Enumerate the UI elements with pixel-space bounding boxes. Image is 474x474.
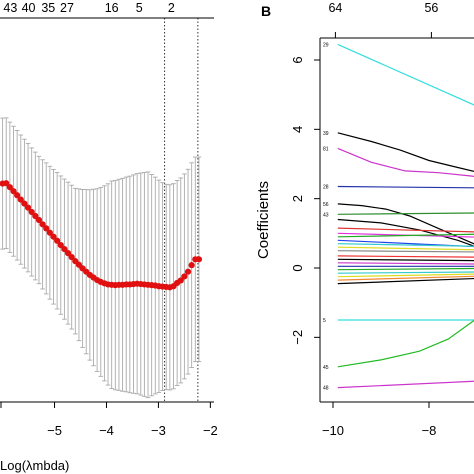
coefficient-path (337, 227, 474, 233)
top-axis-tick-label: 27 (60, 1, 74, 15)
panel-a-x-axis-ticks: −5 −4 −3 −2 (0, 402, 218, 438)
cv-point (61, 246, 68, 253)
x-axis-tick-label: −8 (422, 423, 437, 438)
coefficient-path (337, 203, 474, 245)
cv-point (32, 212, 39, 220)
coefficient-path (337, 212, 474, 215)
cv-point (68, 254, 75, 261)
cv-point (14, 192, 21, 199)
y-axis-tick-label: 6 (290, 56, 305, 63)
cv-point (3, 180, 10, 187)
cv-point (46, 229, 53, 236)
coefficient-path (337, 319, 474, 368)
cv-point (6, 184, 13, 191)
cv-point (57, 242, 64, 249)
top-axis-tick-label: 64 (328, 1, 342, 15)
cv-point (188, 262, 195, 269)
top-axis-tick-label: 35 (41, 1, 55, 15)
variable-label: 28 (323, 185, 329, 191)
panel-a-top-axis-ticks: 43 40 35 27 16 5 2 (3, 1, 174, 15)
x-axis-tick-label: −4 (99, 423, 114, 438)
coefficient-path (337, 273, 474, 278)
coefficient-path (337, 277, 474, 285)
top-axis-tick-label: 56 (424, 1, 438, 15)
coefficient-path (337, 267, 474, 271)
x-axis-tick-label: −10 (322, 423, 344, 438)
top-axis-tick-label: 2 (168, 1, 175, 15)
coefficient-path (337, 258, 474, 262)
coefficient-path (337, 271, 474, 274)
top-axis-tick-label: 16 (105, 1, 119, 15)
coefficient-path (337, 243, 474, 247)
top-axis-tick-label: 5 (136, 1, 143, 15)
y-axis-tick-label: 2 (290, 195, 305, 202)
cv-point (64, 250, 72, 257)
panel-a-cv-points (0, 180, 203, 291)
cv-point (54, 237, 61, 244)
coefficient-path (337, 262, 474, 265)
panel-b-variable-labels: 29 39 81 28 56 43 5 45 48 (323, 42, 329, 391)
variable-label: 29 (323, 42, 329, 48)
coefficient-path (337, 380, 474, 389)
y-axis-tick-label: 0 (290, 264, 305, 271)
y-axis-tick-label: −2 (290, 330, 305, 345)
variable-label: 39 (323, 131, 329, 137)
cv-point (17, 196, 24, 203)
x-axis-tick-label: −3 (151, 423, 166, 438)
variable-label: 43 (323, 212, 329, 218)
cv-point (177, 277, 184, 284)
cv-point (28, 208, 35, 216)
panel-b-y-axis-label: Coefficients (255, 181, 272, 259)
coefficient-path (337, 43, 474, 106)
cv-point (181, 273, 188, 280)
panel-b-x-axis-ticks: −10 −8 (322, 402, 436, 438)
variable-label: 45 (323, 365, 329, 371)
coefficient-path (337, 132, 474, 172)
cv-point (184, 268, 192, 275)
top-axis-tick-label: 43 (3, 1, 17, 15)
coefficient-path (337, 233, 474, 238)
cv-point (39, 221, 46, 228)
y-axis-tick-label: 4 (290, 126, 305, 133)
variable-label: 56 (323, 202, 329, 208)
cv-point (10, 188, 17, 195)
cv-point (21, 200, 28, 207)
variable-label: 81 (323, 146, 329, 152)
panel-a-x-axis-label: Log(λmbda) (0, 458, 69, 473)
variable-label: 48 (323, 386, 329, 392)
coefficient-path (337, 255, 474, 258)
coefficient-path (337, 275, 474, 281)
cv-point (43, 225, 50, 232)
coefficient-path (337, 147, 474, 178)
coefficient-path (337, 239, 474, 248)
cv-point (195, 256, 203, 263)
coefficient-path (337, 246, 474, 251)
cv-point (50, 233, 57, 240)
coefficient-path (337, 250, 474, 253)
top-axis-tick-label: 40 (22, 1, 36, 15)
panel-b-y-axis-ticks: 6 4 2 0 −2 (290, 56, 320, 345)
coefficient-path (337, 232, 474, 238)
coefficient-path (337, 185, 474, 189)
panel-b-top-axis-ticks: 64 56 (328, 1, 438, 38)
panel-b-coefficient-paths (337, 43, 474, 389)
panel-a-cv-plot: 43 40 35 27 16 5 2 −5 −4 −3 −2 Log(λmbda) (0, 1, 218, 473)
cv-point (24, 204, 32, 211)
variable-label: 5 (323, 318, 326, 324)
panel-a-lambda-lines (164, 18, 199, 402)
panel-b-label: B (261, 3, 271, 19)
x-axis-tick-label: −5 (47, 423, 62, 438)
x-axis-tick-label: −2 (203, 423, 218, 438)
cv-point (35, 216, 43, 224)
